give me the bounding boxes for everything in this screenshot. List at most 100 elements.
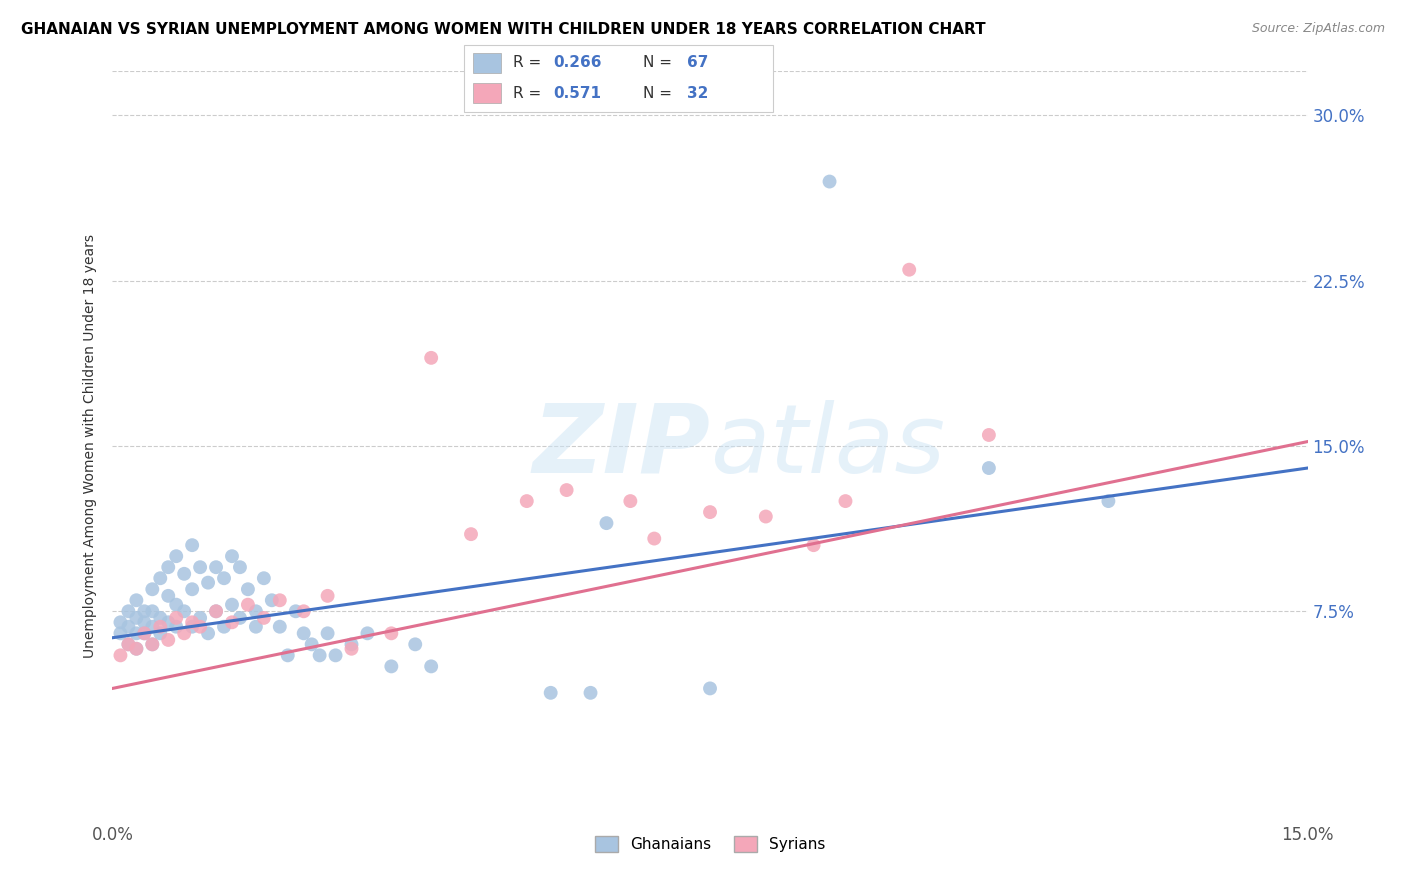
Point <box>205 604 228 618</box>
Point <box>260 593 283 607</box>
Point <box>157 632 180 647</box>
Point <box>134 615 156 630</box>
Point <box>292 626 315 640</box>
Point <box>229 560 252 574</box>
Point <box>212 571 235 585</box>
Point <box>149 620 172 634</box>
Point <box>316 589 339 603</box>
Point <box>125 626 148 640</box>
Point <box>420 351 443 365</box>
Point <box>325 648 347 663</box>
Bar <box>474 53 501 73</box>
Point <box>141 637 163 651</box>
Point <box>117 637 139 651</box>
Point <box>173 566 195 581</box>
Point <box>141 637 163 651</box>
Point <box>110 648 132 663</box>
Point <box>188 620 211 634</box>
Point <box>356 626 378 640</box>
Point <box>110 626 132 640</box>
Point <box>197 626 219 640</box>
Point <box>173 604 195 618</box>
Text: 0.266: 0.266 <box>554 55 602 70</box>
Text: ZIP: ZIP <box>531 400 710 492</box>
Point <box>188 611 211 625</box>
Point <box>380 659 402 673</box>
Point <box>134 626 156 640</box>
Point <box>460 527 482 541</box>
Point <box>157 615 180 630</box>
Point <box>540 686 562 700</box>
Point <box>197 575 219 590</box>
Point <box>149 611 172 625</box>
Point <box>205 560 228 574</box>
Point <box>245 620 267 634</box>
Point <box>236 582 259 597</box>
Point <box>292 604 315 618</box>
Point <box>181 582 204 597</box>
Point <box>516 494 538 508</box>
Point <box>165 598 187 612</box>
Text: R =: R = <box>513 55 547 70</box>
Point <box>269 620 291 634</box>
Text: GHANAIAN VS SYRIAN UNEMPLOYMENT AMONG WOMEN WITH CHILDREN UNDER 18 YEARS CORRELA: GHANAIAN VS SYRIAN UNEMPLOYMENT AMONG WO… <box>21 22 986 37</box>
Point <box>134 626 156 640</box>
Point <box>977 461 1000 475</box>
Point <box>181 538 204 552</box>
Point <box>173 626 195 640</box>
Point <box>165 549 187 564</box>
Point <box>404 637 426 651</box>
Point <box>380 626 402 640</box>
Point <box>141 604 163 618</box>
Point <box>125 611 148 625</box>
Point <box>340 641 363 656</box>
Point <box>212 620 235 634</box>
Point <box>316 626 339 640</box>
Point <box>229 611 252 625</box>
Point <box>245 604 267 618</box>
Point <box>165 620 187 634</box>
Point <box>125 641 148 656</box>
Point <box>699 505 721 519</box>
Point <box>755 509 778 524</box>
Point <box>643 532 665 546</box>
Point <box>205 604 228 618</box>
Point <box>157 589 180 603</box>
Text: R =: R = <box>513 86 547 101</box>
Point <box>898 262 921 277</box>
Point <box>595 516 617 530</box>
Point <box>834 494 856 508</box>
Legend: Ghanaians, Syrians: Ghanaians, Syrians <box>589 830 831 858</box>
Text: atlas: atlas <box>710 400 945 492</box>
Point <box>420 659 443 673</box>
Point <box>977 428 1000 442</box>
Point <box>284 604 307 618</box>
Point <box>699 681 721 696</box>
Point <box>555 483 578 497</box>
Point <box>1097 494 1119 508</box>
Point <box>125 593 148 607</box>
Point <box>221 549 243 564</box>
Point <box>117 637 139 651</box>
Point <box>236 598 259 612</box>
Point <box>619 494 641 508</box>
Point <box>221 598 243 612</box>
Point <box>134 604 156 618</box>
Y-axis label: Unemployment Among Women with Children Under 18 years: Unemployment Among Women with Children U… <box>83 234 97 658</box>
Point <box>818 175 841 189</box>
Point <box>149 626 172 640</box>
Text: N =: N = <box>644 86 678 101</box>
Point <box>253 611 276 625</box>
Point <box>188 560 211 574</box>
Point <box>125 641 148 656</box>
Point <box>181 615 204 630</box>
Point <box>301 637 323 651</box>
Point <box>579 686 602 700</box>
Point <box>308 648 330 663</box>
Point <box>141 582 163 597</box>
Point <box>117 620 139 634</box>
Point <box>340 637 363 651</box>
Point <box>269 593 291 607</box>
Point <box>181 620 204 634</box>
Text: 67: 67 <box>686 55 709 70</box>
